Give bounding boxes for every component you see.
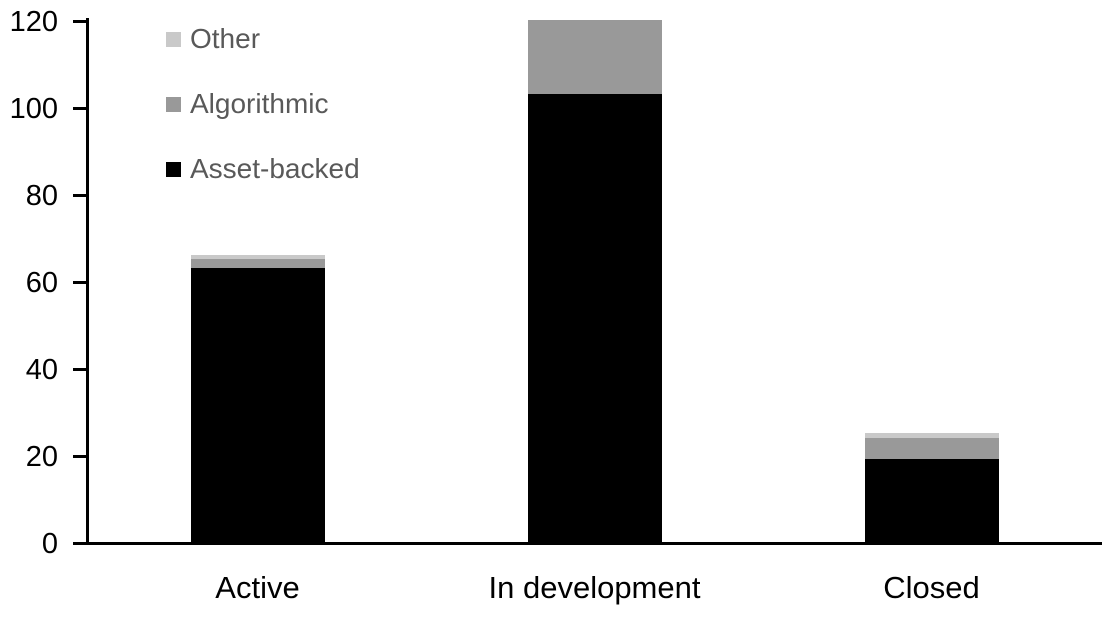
legend-item-algorithmic: Algorithmic — [166, 82, 360, 126]
y-axis-tick-label: 0 — [41, 527, 58, 560]
plot-area — [89, 0, 1100, 542]
y-axis-tick-label: 100 — [9, 92, 58, 125]
y-axis-tick-label: 40 — [25, 353, 58, 386]
legend-marker-asset-backed — [166, 161, 181, 177]
bar-segment-algorithmic — [864, 437, 999, 460]
legend-label-other: Other — [190, 23, 261, 54]
bar-active — [190, 254, 325, 542]
legend-item-other: Other — [166, 17, 360, 61]
y-axis-tick-label: 80 — [25, 179, 58, 212]
y-axis-tick — [73, 194, 89, 197]
bar-closed — [864, 433, 999, 542]
bar-segment-asset-backed — [190, 267, 325, 542]
y-axis-tick — [73, 20, 89, 23]
bar-segment-asset-backed — [864, 459, 999, 542]
bar-segment-asset-backed — [527, 93, 662, 542]
x-axis-line — [73, 542, 1102, 545]
chart-legend: Other Algorithmic Asset-backed — [166, 17, 360, 212]
y-axis-tick — [73, 107, 89, 110]
y-axis-tick-label: 60 — [25, 266, 58, 299]
bar-in-development — [527, 20, 662, 542]
y-axis-tick — [73, 368, 89, 371]
x-axis-label-closed: Closed — [883, 570, 980, 605]
bar-segment-algorithmic — [190, 259, 325, 268]
y-axis-tick — [73, 455, 89, 458]
legend-label-algorithmic: Algorithmic — [190, 88, 329, 119]
y-axis-tick — [73, 281, 89, 284]
legend-item-asset-backed: Asset-backed — [166, 147, 360, 191]
bar-segment-other — [864, 433, 999, 438]
y-axis-tick-label: 20 — [25, 440, 58, 473]
legend-label-asset-backed: Asset-backed — [190, 153, 360, 184]
legend-marker-other — [166, 31, 181, 47]
x-axis-label-active: Active — [215, 570, 300, 605]
x-axis-label-in-development: In development — [488, 570, 701, 605]
y-axis-tick-label: 120 — [9, 5, 58, 38]
y-axis-tick — [73, 542, 89, 545]
bar-segment-algorithmic — [527, 20, 662, 94]
legend-marker-algorithmic — [166, 96, 181, 112]
bar-segment-other — [190, 254, 325, 260]
